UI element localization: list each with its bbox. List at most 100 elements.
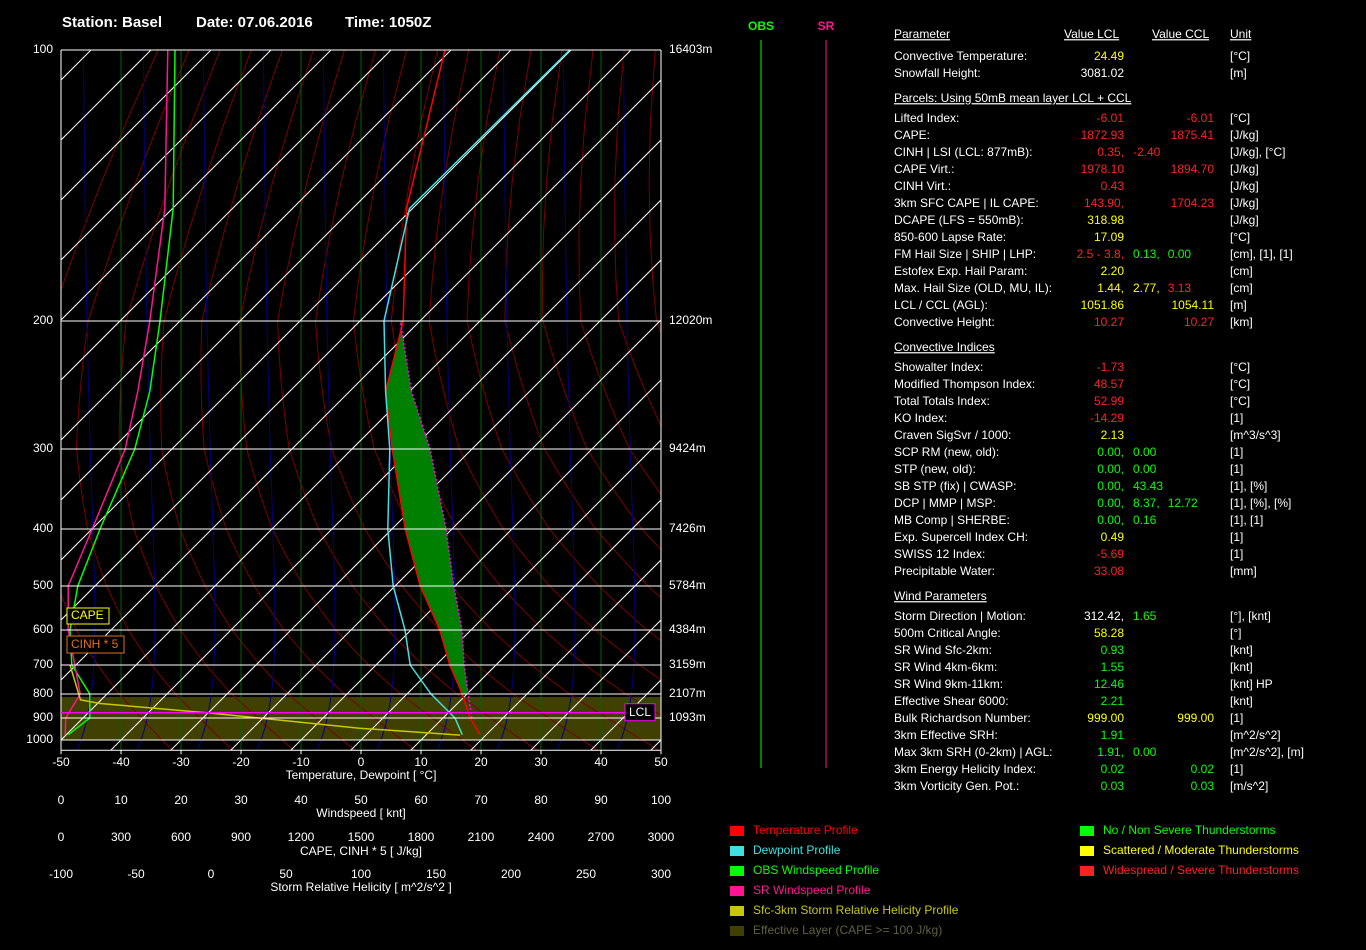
ccl-value: 1054.11 bbox=[1172, 298, 1215, 312]
title-part: Date: 07.06.2016 bbox=[196, 14, 313, 31]
lcl-value: 1978.10 bbox=[1081, 162, 1125, 176]
unit: [1], [%] bbox=[1230, 479, 1267, 493]
unit: [knt] bbox=[1230, 694, 1253, 708]
unit: [m^2/s^2] bbox=[1230, 728, 1281, 742]
lcl-value: 0.13, bbox=[1133, 247, 1160, 261]
legend-swatch bbox=[730, 926, 744, 936]
param-label: SWISS 12 Index: bbox=[894, 547, 985, 561]
legend-swatch bbox=[730, 826, 744, 836]
lcl-value: 0.00, bbox=[1097, 462, 1124, 476]
lcl-extra: 8.37, 12.72 bbox=[1133, 496, 1198, 510]
y-tick-label: 200 bbox=[33, 313, 53, 327]
param-label: Max 3km SRH (0-2km) | AGL: bbox=[894, 745, 1052, 759]
y-tick-label: 800 bbox=[33, 686, 53, 700]
legend-label: Effective Layer (CAPE >= 100 J/kg) bbox=[753, 923, 942, 937]
ccl-value: 10.27 bbox=[1184, 315, 1214, 329]
unit: [J/kg] bbox=[1230, 162, 1259, 176]
unit: [m/s^2] bbox=[1230, 779, 1268, 793]
unit: [1] bbox=[1230, 547, 1243, 561]
x-tick-label: 1200 bbox=[288, 830, 315, 844]
isotherm bbox=[61, 50, 212, 201]
x-tick-label: 2100 bbox=[468, 830, 495, 844]
legend-label: Temperature Profile bbox=[753, 823, 858, 837]
profile-line bbox=[384, 50, 481, 736]
lcl-value: 0.00 bbox=[1168, 247, 1192, 261]
lcl-value: 10.27 bbox=[1094, 315, 1124, 329]
axis-label: Temperature, Dewpoint [ °C] bbox=[286, 768, 437, 782]
lcl-value: 43.43 bbox=[1133, 479, 1163, 493]
unit: [m] bbox=[1230, 298, 1247, 312]
x-tick-label: -50 bbox=[127, 867, 145, 881]
unit: [°C] bbox=[1230, 230, 1250, 244]
param-label: SCP RM (new, old): bbox=[894, 445, 999, 459]
legend-label: OBS Windspeed Profile bbox=[753, 863, 879, 877]
unit: [m^3/s^3] bbox=[1230, 428, 1281, 442]
unit: [J/kg] bbox=[1230, 128, 1259, 142]
legend-swatch bbox=[730, 866, 744, 876]
x-tick-label: 200 bbox=[501, 867, 521, 881]
dry-adiabat bbox=[578, 50, 661, 495]
title-part: Station: Basel bbox=[62, 14, 162, 31]
x-tick-label: -20 bbox=[232, 755, 250, 769]
unit: [knt] bbox=[1230, 643, 1253, 657]
lcl-value: 1.65 bbox=[1133, 609, 1157, 623]
lcl-value: 0.00, bbox=[1097, 513, 1124, 527]
lcl-value: 0.00 bbox=[1133, 445, 1157, 459]
param-label: Precipitable Water: bbox=[894, 564, 995, 578]
isotherm bbox=[290, 379, 661, 750]
lcl-value: 24.49 bbox=[1094, 49, 1124, 63]
lcl-value: 12.72 bbox=[1168, 496, 1198, 510]
lcl-box bbox=[624, 703, 656, 722]
param-label: Bulk Richardson Number: bbox=[894, 711, 1031, 725]
param-label: 3km Energy Helicity Index: bbox=[894, 762, 1036, 776]
unit: [km] bbox=[1230, 315, 1253, 329]
x-tick-label: 50 bbox=[654, 755, 668, 769]
isotherm bbox=[61, 50, 272, 261]
isotherm bbox=[61, 50, 632, 621]
unit: [1], [1] bbox=[1230, 513, 1263, 527]
lcl-value: -6.01 bbox=[1097, 111, 1125, 125]
lcl-value: 1.91, bbox=[1097, 745, 1124, 759]
lcl-extra: 0.00 bbox=[1133, 745, 1157, 759]
lcl-value: 8.37, bbox=[1133, 496, 1160, 510]
lcl-value: 0.00, bbox=[1097, 479, 1124, 493]
unit: [m^2/s^2], [m] bbox=[1230, 745, 1304, 759]
dry-adiabat bbox=[504, 50, 661, 599]
y-tick-label: 1000 bbox=[26, 732, 53, 746]
param-label: 3km SFC CAPE | IL CAPE: bbox=[894, 196, 1039, 210]
table-header: Parameter bbox=[894, 27, 950, 41]
lcl-value: 0.03 bbox=[1101, 779, 1125, 793]
ccl-value: 0.02 bbox=[1191, 762, 1215, 776]
param-label: SR Wind Sfc-2km: bbox=[894, 643, 992, 657]
y-tick-label: 600 bbox=[33, 622, 53, 636]
height-label: 2107m bbox=[669, 686, 706, 700]
unit: [1] bbox=[1230, 530, 1243, 544]
unit: [knt] bbox=[1230, 660, 1253, 674]
height-label: 7426m bbox=[669, 521, 706, 535]
x-tick-label: 70 bbox=[474, 793, 488, 807]
param-label: SR Wind 9km-11km: bbox=[894, 677, 1003, 691]
y-tick-label: 100 bbox=[33, 42, 53, 56]
profile-line bbox=[383, 50, 571, 736]
ccl-value: 999.00 bbox=[1177, 711, 1214, 725]
x-tick-label: 50 bbox=[279, 867, 293, 881]
axis-label: Storm Relative Helicity [ m^2/s^2 ] bbox=[270, 880, 451, 894]
x-tick-label: 1500 bbox=[348, 830, 375, 844]
lcl-value: 0.93 bbox=[1101, 643, 1125, 657]
lcl-value: 2.20 bbox=[1101, 264, 1125, 278]
lcl-value: 2.13 bbox=[1101, 428, 1125, 442]
y-tick-label: 400 bbox=[33, 521, 53, 535]
x-tick-label: 20 bbox=[174, 793, 188, 807]
lcl-value: 3081.02 bbox=[1081, 66, 1125, 80]
x-tick-label: 100 bbox=[651, 793, 671, 807]
param-label: DCP | MMP | MSP: bbox=[894, 496, 996, 510]
lcl-value: 0.00, bbox=[1097, 496, 1124, 510]
lcl-value: 0.35, bbox=[1097, 145, 1124, 159]
lcl-value: 318.98 bbox=[1087, 213, 1124, 227]
lcl-value: 0.43 bbox=[1101, 179, 1125, 193]
lcl-extra: 43.43 bbox=[1133, 479, 1163, 493]
x-tick-label: 900 bbox=[231, 830, 251, 844]
unit: [1] bbox=[1230, 445, 1243, 459]
x-tick-label: 2400 bbox=[528, 830, 555, 844]
unit: [J/kg], [°C] bbox=[1230, 145, 1285, 159]
